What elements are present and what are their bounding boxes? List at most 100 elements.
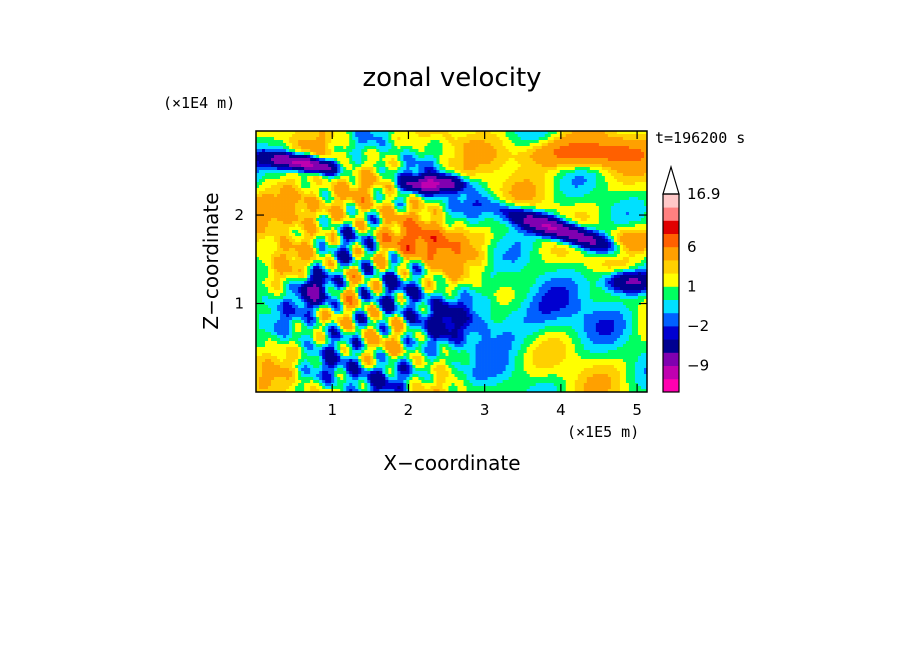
heatmap-cell [592, 230, 597, 234]
heatmap-cell [538, 134, 543, 138]
heatmap-cell [583, 203, 588, 207]
heatmap-cell [595, 218, 600, 222]
heatmap-cell [610, 209, 615, 213]
heatmap-cell [259, 206, 263, 210]
heatmap-cell [325, 245, 329, 249]
heatmap-cell [307, 131, 311, 135]
heatmap-cell [454, 176, 458, 180]
heatmap-cell [418, 221, 422, 225]
heatmap-cell [637, 197, 642, 201]
heatmap-cell [619, 191, 624, 195]
heatmap-cell [601, 179, 606, 183]
heatmap-cell [526, 215, 531, 219]
heatmap-cell [271, 143, 275, 147]
heatmap-cell [448, 194, 452, 198]
heatmap-cell [265, 176, 269, 180]
heatmap-cell [565, 191, 570, 195]
heatmap-cell [397, 227, 401, 231]
heatmap-cell [574, 131, 579, 135]
heatmap-cell [400, 179, 404, 183]
heatmap-cell [259, 182, 263, 186]
heatmap-cell [622, 152, 627, 156]
heatmap-cell [517, 155, 522, 159]
heatmap-cell [385, 170, 389, 174]
heatmap-cell [472, 176, 476, 180]
heatmap-cell [367, 164, 371, 168]
heatmap-cell [259, 134, 263, 138]
heatmap-cell [268, 149, 272, 153]
heatmap-cell [592, 164, 597, 168]
heatmap-cell [451, 200, 455, 204]
heatmap-cell [280, 221, 284, 225]
heatmap-cell [379, 173, 383, 177]
heatmap-cell [376, 224, 380, 228]
heatmap-cell [346, 242, 350, 246]
heatmap-cell [478, 146, 482, 150]
heatmap-cell [412, 230, 416, 234]
heatmap-cell [313, 149, 317, 153]
heatmap-cell [604, 143, 609, 147]
heatmap-cell [526, 155, 531, 159]
heatmap-cell [445, 173, 449, 177]
heatmap-cell [424, 233, 428, 237]
heatmap-cell [337, 152, 341, 156]
heatmap-cell [361, 194, 365, 198]
heatmap-cell [529, 164, 534, 168]
heatmap-cell [502, 173, 506, 177]
heatmap-cell [259, 227, 263, 231]
heatmap-cell [373, 215, 377, 219]
heatmap-cell [622, 170, 627, 174]
heatmap-cell [304, 218, 308, 222]
heatmap-cell [316, 230, 320, 234]
heatmap-cell [601, 197, 606, 201]
heatmap-cell [445, 230, 449, 234]
heatmap-cell [523, 236, 528, 240]
heatmap-cell [418, 236, 422, 240]
heatmap-cell [448, 182, 452, 186]
heatmap-cell [298, 212, 302, 216]
heatmap-cell [283, 170, 287, 174]
heatmap-cell [559, 197, 564, 201]
heatmap-cell [511, 209, 516, 213]
heatmap-cell [304, 140, 308, 144]
heatmap-cell [382, 161, 386, 165]
heatmap-cell [559, 155, 564, 159]
heatmap-cell [337, 212, 341, 216]
heatmap-cell [598, 215, 603, 219]
heatmap-cell [298, 218, 302, 222]
heatmap-cell [274, 149, 278, 153]
heatmap-cell [370, 245, 374, 249]
heatmap-cell [478, 218, 482, 222]
heatmap-cell [289, 155, 293, 159]
heatmap-cell [499, 212, 503, 216]
heatmap-cell [562, 182, 567, 186]
heatmap-cell [394, 194, 398, 198]
heatmap-cell [409, 164, 413, 168]
heatmap-cell [538, 146, 543, 150]
heatmap-cell [319, 197, 323, 201]
heatmap-cell [592, 158, 597, 162]
heatmap-cell [601, 242, 606, 246]
heatmap-cell [277, 140, 281, 144]
heatmap-cell [355, 191, 359, 195]
heatmap-cell [373, 206, 377, 210]
heatmap-cell [532, 194, 537, 198]
heatmap-cell [511, 212, 516, 216]
heatmap-cell [628, 227, 633, 231]
heatmap-cell [436, 173, 440, 177]
heatmap-cell [325, 149, 329, 153]
heatmap-cell [508, 212, 513, 216]
heatmap-cell [523, 137, 528, 141]
heatmap-cell [637, 230, 642, 234]
heatmap-cell [319, 218, 323, 222]
heatmap-cell [400, 164, 404, 168]
heatmap-cell [301, 230, 305, 234]
heatmap-cell [469, 164, 473, 168]
heatmap-cell [523, 239, 528, 243]
heatmap-cell [535, 242, 540, 246]
heatmap-cell [283, 182, 287, 186]
heatmap-cell [481, 161, 485, 165]
heatmap-cell [625, 176, 630, 180]
heatmap-cell [478, 206, 482, 210]
heatmap-cell [277, 170, 281, 174]
